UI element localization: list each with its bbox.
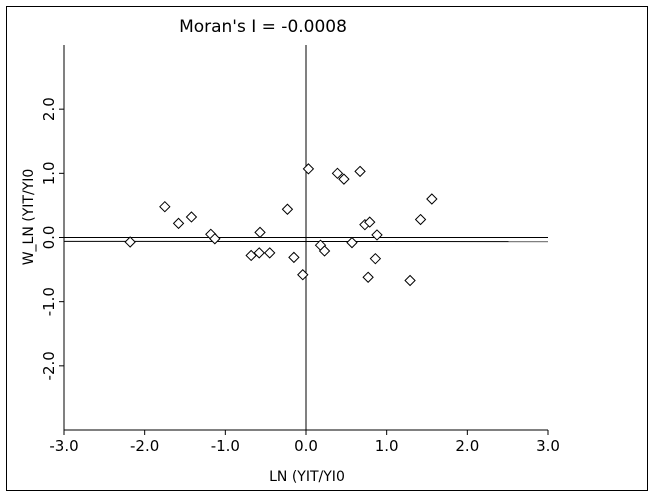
data-point [253,247,265,259]
x-axis-title: LN (YIT/YI0 [269,469,345,485]
chart-title: Moran's I = -0.0008 [179,17,347,37]
x-tick-label: 2.0 [455,437,479,455]
data-point [346,236,358,249]
data-point [172,217,185,230]
x-tick-label: 1.0 [375,437,399,455]
x-tick-label: 0.0 [294,437,318,455]
chart-frame: Moran's I = -0.0008 -3.0 -2.0 -1.0 0.0 1.0 2.… [6,6,648,491]
data-point [331,167,344,180]
data-point [318,245,331,257]
y-tick-label: -2.0 [40,351,58,380]
data-point [371,229,383,241]
data-point [362,271,374,283]
data-point [209,233,221,245]
data-point [414,213,427,226]
points-layer [124,163,438,287]
data-point [297,269,309,281]
data-point [185,211,198,223]
data-point [364,216,376,228]
x-tick-label: -3.0 [49,437,78,455]
data-point [254,226,266,239]
x-tick-label: 3.0 [536,437,560,455]
x-tick-label: -1.0 [211,437,240,455]
y-tick-label: 2.0 [40,97,58,121]
data-point [369,252,382,265]
data-point [354,165,366,178]
data-point [281,203,294,215]
tick-labels-layer: -3.0 -2.0 -1.0 0.0 1.0 2.0 3.0 -2.0 -1.0 0.0 1.0 2.… [40,97,560,455]
y-tick-label: -1.0 [40,287,58,316]
data-point [124,236,136,248]
data-point [338,173,350,185]
data-point [263,247,276,259]
y-tick-label: 0.0 [40,226,58,250]
data-point [426,193,438,205]
scatter-plot: Moran's I = -0.0008 -3.0 -2.0 -1.0 0.0 1.0 2.… [21,17,560,485]
x-tick-label: -2.0 [130,437,159,455]
data-point [159,200,171,213]
data-point [288,251,300,264]
data-point [404,274,416,287]
axes-layer [59,45,549,435]
data-point [302,163,315,175]
y-axis-title: W_LN (YIT/YI0 [21,169,37,266]
y-tick-label: 1.0 [40,161,58,185]
